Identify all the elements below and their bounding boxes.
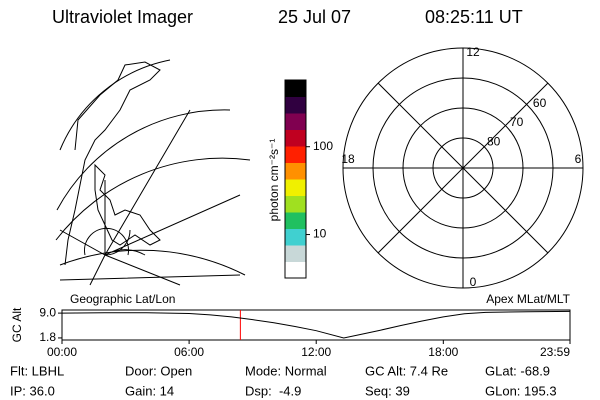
- colorbar-segment: [285, 195, 306, 213]
- title: Ultraviolet Imager: [52, 7, 193, 27]
- x-tick-label: 23:59: [540, 345, 570, 359]
- y-tick-label: 9.0: [39, 305, 56, 319]
- time: 08:25:11 UT: [425, 7, 523, 27]
- lat-label: 70: [510, 115, 524, 129]
- colorbar-tick-label: 10: [313, 227, 327, 241]
- footer-text: GLat: -68.9: [485, 363, 550, 378]
- x-tick-label: 12:00: [301, 345, 331, 359]
- footer-text: IP: 36.0: [10, 383, 55, 398]
- x-tick-label: 06:00: [174, 345, 204, 359]
- footer-text: GLon: 195.3: [485, 383, 557, 398]
- polar-spoke: [377, 82, 549, 254]
- hour-label: 6: [575, 152, 582, 166]
- y-tick-label: 1.8: [39, 330, 56, 344]
- polar-label: Apex MLat/MLT: [486, 292, 570, 306]
- lat-label: 80: [487, 134, 501, 148]
- colorbar-segment: [285, 146, 306, 163]
- colorbar-segment: [285, 96, 306, 114]
- plot-frame: [61, 309, 571, 341]
- colorbar-label: photon cm⁻²s⁻¹: [267, 139, 281, 222]
- map-label: Geographic Lat/Lon: [70, 292, 175, 306]
- footer-text: Seq: 39: [365, 383, 410, 398]
- footer-text: Dsp: -4.9: [245, 383, 301, 398]
- colorbar-segment: [285, 129, 306, 147]
- footer-text: Mode: Normal: [245, 363, 327, 378]
- x-tick-label: 18:00: [428, 345, 458, 359]
- colorbar-segment: [285, 228, 306, 246]
- geographic-map: [55, 59, 251, 286]
- colorbar-segment: [285, 113, 306, 130]
- colorbar-segment: [285, 179, 306, 196]
- hour-label: 12: [466, 45, 480, 59]
- colorbar-segment: [285, 162, 306, 180]
- colorbar-frame: [284, 79, 307, 279]
- footer-text: GC Alt: 7.4 Re: [365, 363, 448, 378]
- footer-text: Door: Open: [125, 363, 192, 378]
- footer-text: Gain: 14: [125, 383, 174, 398]
- colorbar-segment: [285, 80, 306, 97]
- x-tick-label: 00:00: [47, 345, 77, 359]
- lat-label: 60: [533, 96, 547, 110]
- y-axis-label: GC Alt: [10, 307, 24, 342]
- colorbar-segment: [285, 245, 306, 262]
- hour-label: 0: [470, 275, 477, 289]
- hour-label: 18: [341, 152, 355, 166]
- footer-text: Flt: LBHL: [10, 363, 64, 378]
- altitude-line: [61, 310, 571, 339]
- colorbar-segment: [285, 212, 306, 229]
- date: 25 Jul 07: [278, 7, 351, 27]
- colorbar-tick-label: 100: [313, 139, 333, 153]
- colorbar-segment: [285, 261, 306, 279]
